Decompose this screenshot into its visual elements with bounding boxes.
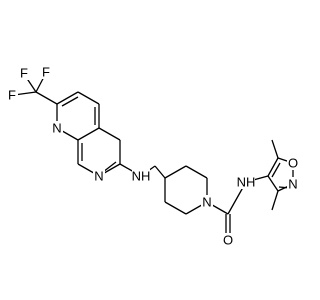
- atom-label: O: [223, 233, 233, 248]
- atom-label: N: [94, 169, 103, 184]
- atom-label: N: [202, 195, 211, 210]
- atom-label: NH: [237, 175, 256, 190]
- atom-label: F: [8, 88, 16, 103]
- atom-label: F: [20, 66, 28, 81]
- molecule: F F F N N NH N O NH O N: [6, 64, 299, 248]
- bonds: [13, 72, 294, 238]
- atom-label: N: [52, 121, 61, 136]
- atom-label: N: [288, 177, 297, 192]
- atom-label: NH: [132, 169, 151, 184]
- atom-label: O: [288, 156, 298, 171]
- atom-label: F: [42, 65, 50, 80]
- atom-labels: F F F N N NH N O NH O N: [6, 65, 299, 248]
